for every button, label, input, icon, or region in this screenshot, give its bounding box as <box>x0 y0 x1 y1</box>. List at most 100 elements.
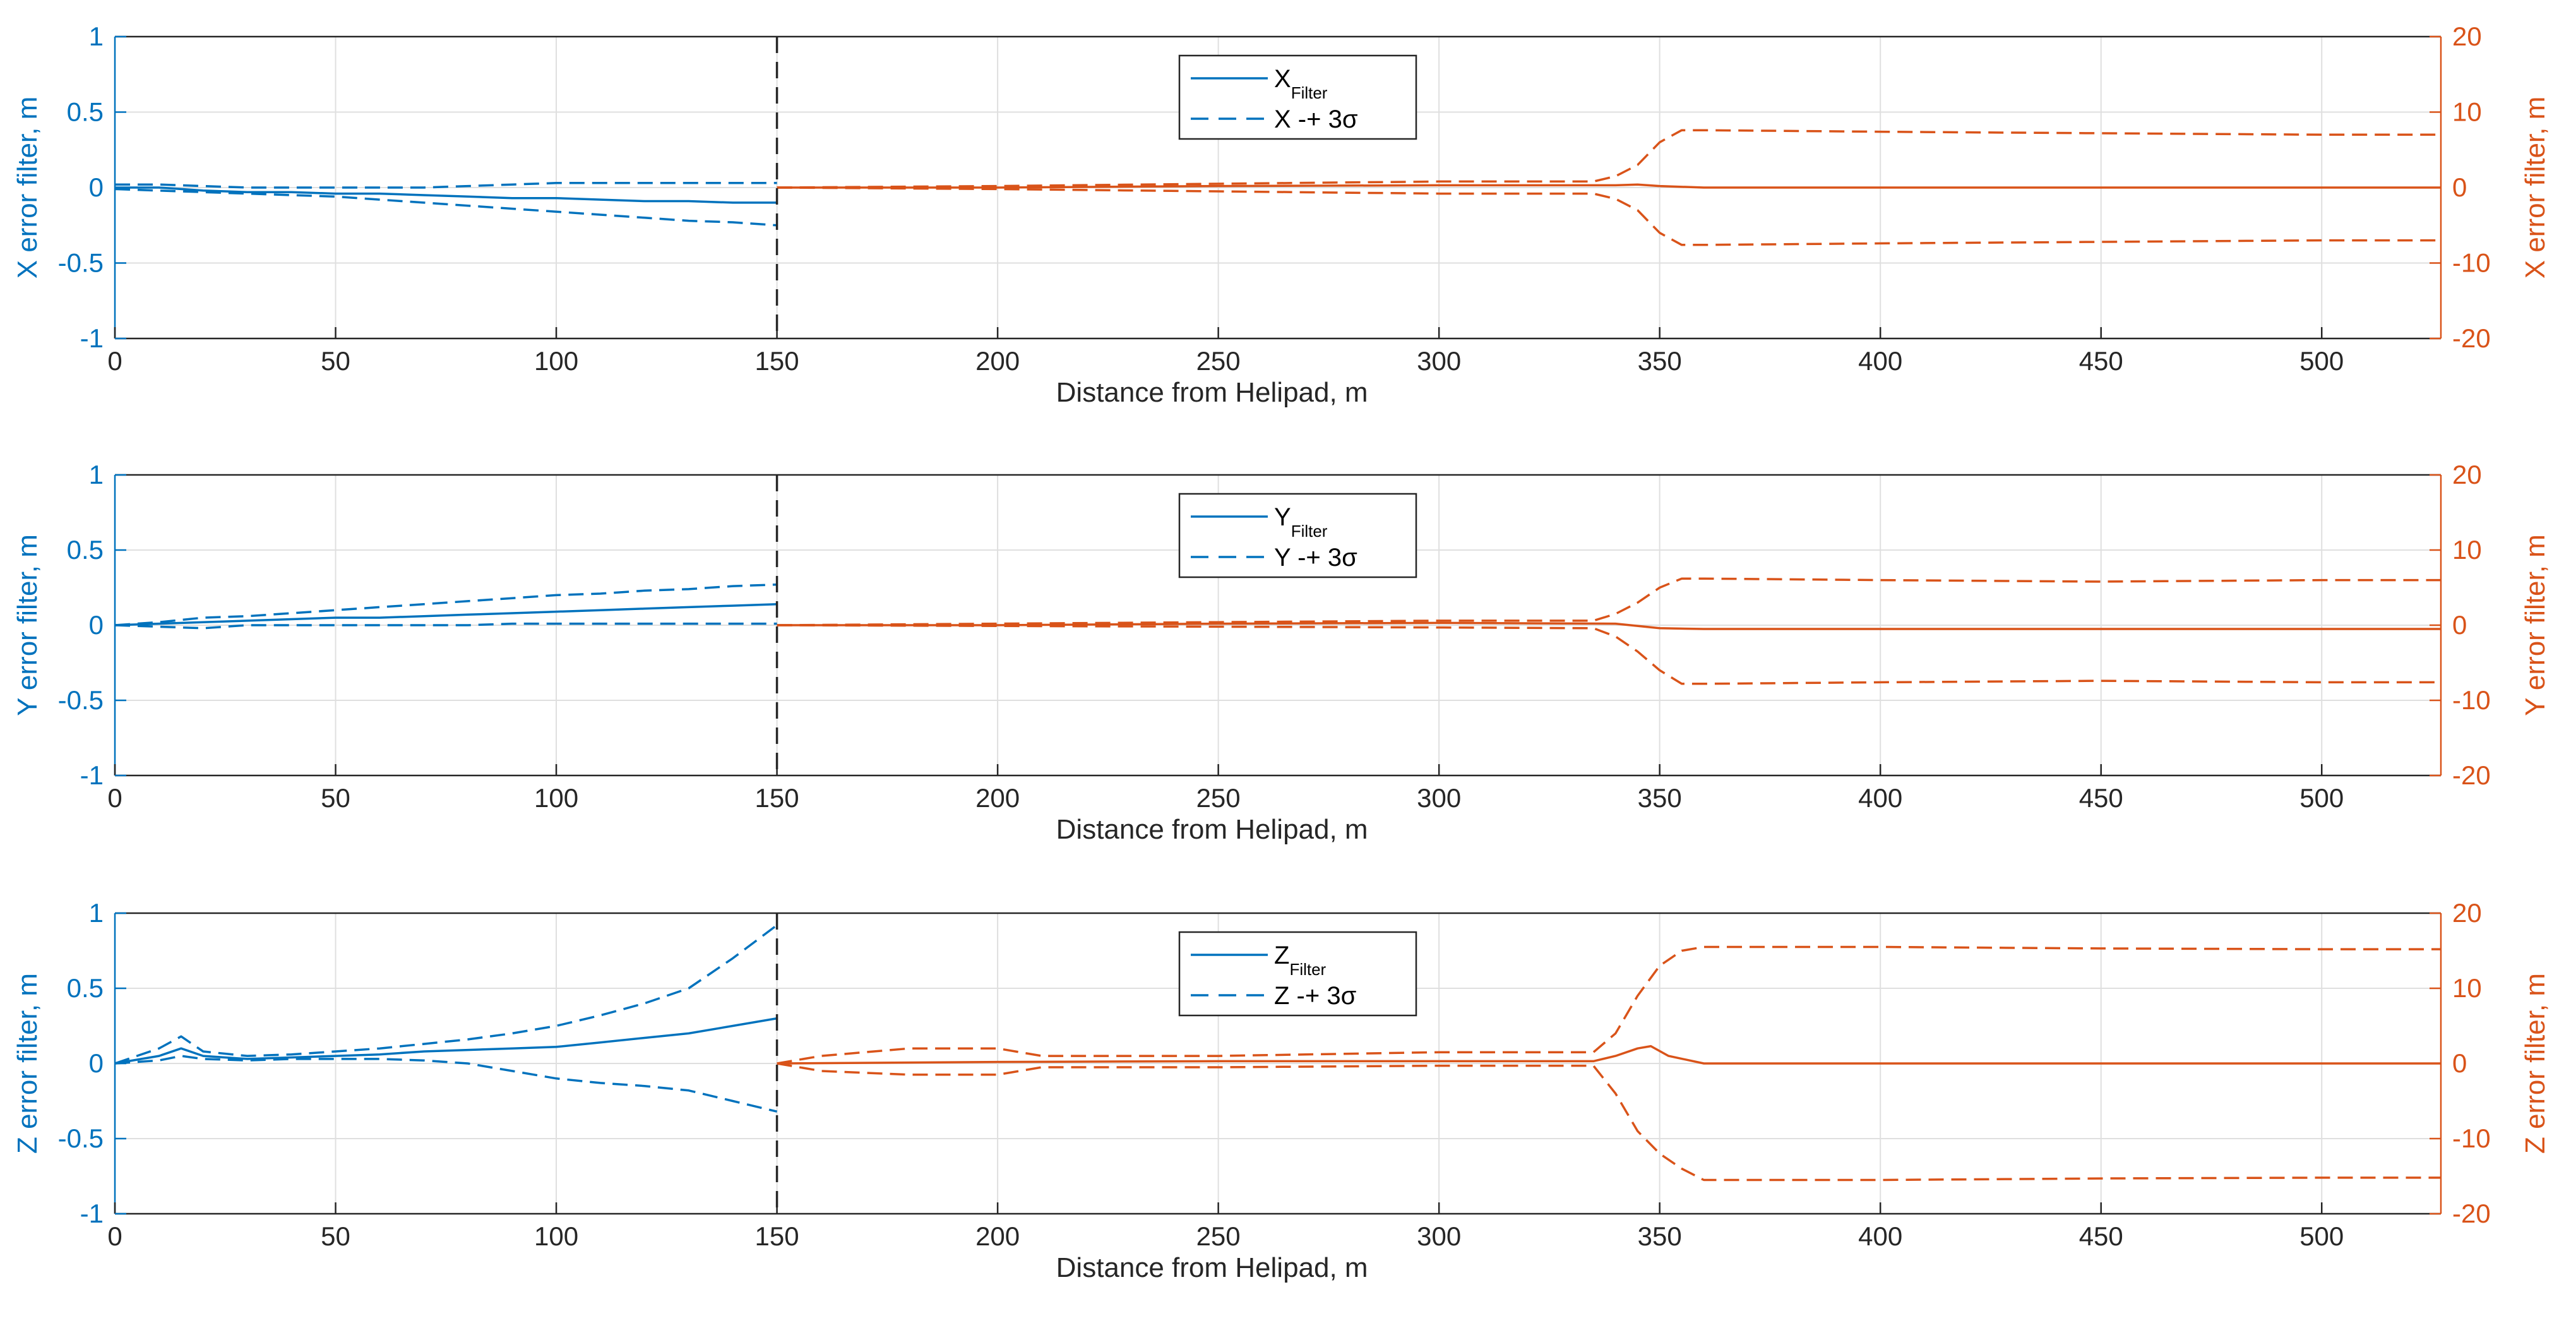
legend: ZFilter Z -+ 3σ <box>1178 931 1417 1017</box>
tick-label-x: 250 <box>1196 783 1241 813</box>
series-line-z-2 <box>114 1055 778 1113</box>
tick-label-x: 300 <box>1417 783 1461 813</box>
series-line-y-4 <box>777 577 2441 626</box>
legend-label-main: Y <box>1274 503 1291 531</box>
legend-box <box>1178 931 1417 1017</box>
legend-label: Y -+ 3σ <box>1274 544 1357 572</box>
series-line-z-5 <box>777 1062 2441 1182</box>
tick-label-y-left: -0.5 <box>58 248 104 278</box>
panel-x: 0 50 100 150 200 250 300 350 400 450 500-1-0.500.5… <box>12 21 2551 408</box>
tick-label-x: 350 <box>1638 1221 1682 1251</box>
y-axis-label-left: Z error filter, m <box>12 973 43 1154</box>
tick-label-x: 400 <box>1858 1221 1902 1251</box>
tick-label-x: 0 <box>107 1221 122 1251</box>
legend-label-main: Y -+ 3σ <box>1274 544 1357 572</box>
legend-label: X -+ 3σ <box>1274 105 1358 133</box>
tick-label-y-left: -0.5 <box>58 1123 104 1153</box>
tick-label-y-left: 1 <box>89 898 104 928</box>
legend: XFilter X -+ 3σ <box>1178 54 1417 140</box>
legend-label-subscript: Filter <box>1291 522 1328 541</box>
y-axis-label-right: Z error filter, m <box>2520 973 2551 1154</box>
legend-box <box>1178 493 1417 578</box>
tick-label-y-left: 0.5 <box>67 97 104 127</box>
x-axis-label: Distance from Helipad, m <box>1056 1252 1368 1283</box>
tick-label-y-right: -20 <box>2452 760 2491 790</box>
tick-label-y-right: -10 <box>2452 248 2491 278</box>
tick-label-y-left: 0 <box>89 1048 104 1078</box>
tick-label-x: 450 <box>2079 1221 2123 1251</box>
tick-label-y-left: 0.5 <box>67 535 104 565</box>
tick-label-y-right: 0 <box>2452 610 2467 640</box>
tick-label-y-left: 0 <box>89 610 104 640</box>
legend-label-subscript: Filter <box>1291 83 1328 102</box>
tick-label-y-right: -10 <box>2452 1123 2491 1153</box>
x-axis-label: Distance from Helipad, m <box>1056 377 1368 408</box>
series-line-x-0 <box>115 186 777 204</box>
tick-label-x: 450 <box>2079 346 2123 376</box>
tick-label-y-right: 0 <box>2452 172 2467 202</box>
tick-label-x: 50 <box>321 1221 350 1251</box>
tick-label-y-left: -1 <box>80 1199 104 1228</box>
y-axis-label-left: X error filter, m <box>12 97 43 279</box>
legend-label-main: X -+ 3σ <box>1274 105 1358 133</box>
series-line-z-0 <box>114 1017 777 1065</box>
tick-label-y-right: -10 <box>2452 685 2491 715</box>
legend-label-subscript: Filter <box>1289 960 1326 979</box>
series-line-y-3 <box>777 621 2441 630</box>
tick-label-x: 0 <box>107 783 122 813</box>
tick-label-x: 450 <box>2079 783 2123 813</box>
legend-label: XFilter <box>1274 65 1328 102</box>
tick-label-x: 500 <box>2299 1221 2344 1251</box>
tick-label-x: 150 <box>755 346 799 376</box>
series-line-x-1 <box>115 182 777 189</box>
series-line-x-5 <box>777 186 2441 246</box>
series-line-x-4 <box>777 129 2441 189</box>
tick-label-y-right: 20 <box>2452 21 2482 51</box>
tick-label-x: 350 <box>1638 783 1682 813</box>
tick-label-y-right: -20 <box>2452 323 2491 353</box>
tick-label-x: 50 <box>321 783 350 813</box>
legend-label-main: X <box>1274 65 1291 93</box>
legend-label: YFilter <box>1274 503 1328 541</box>
legend-label-main: Z -+ 3σ <box>1274 982 1357 1010</box>
tick-label-x: 200 <box>975 346 1020 376</box>
legend-label: Z -+ 3σ <box>1274 982 1357 1010</box>
tick-label-x: 150 <box>755 783 799 813</box>
tick-label-x: 50 <box>321 346 350 376</box>
tick-label-x: 400 <box>1858 346 1902 376</box>
panel-y: 0 50 100 150 200 250 300 350 400 450 500-1-0.500.5… <box>12 460 2551 845</box>
legend-box <box>1178 54 1417 140</box>
tick-label-x: 250 <box>1196 1221 1241 1251</box>
tick-label-x: 400 <box>1858 783 1902 813</box>
tick-label-x: 250 <box>1196 346 1241 376</box>
series-line-z-3 <box>777 1045 2441 1065</box>
tick-label-y-right: 10 <box>2452 535 2482 565</box>
panel-z: 0 50 100 150 200 250 300 350 400 450 500-1-0.500.5… <box>12 898 2551 1283</box>
tick-label-x: 100 <box>534 346 578 376</box>
legend-label: ZFilter <box>1274 942 1327 979</box>
series-line-y-5 <box>777 624 2441 685</box>
tick-label-y-right: -20 <box>2452 1199 2491 1228</box>
tick-label-y-left: -1 <box>80 760 104 790</box>
tick-label-y-left: 0.5 <box>67 973 104 1003</box>
tick-label-y-right: 10 <box>2452 973 2482 1003</box>
tick-label-x: 500 <box>2299 783 2344 813</box>
tick-label-y-left: 1 <box>89 21 104 51</box>
series-line-x-3 <box>777 183 2441 189</box>
y-axis-label-right: Y error filter, m <box>2520 534 2551 716</box>
legend: YFilter Y -+ 3σ <box>1178 493 1417 578</box>
tick-label-y-right: 20 <box>2452 898 2482 928</box>
tick-label-x: 100 <box>534 783 578 813</box>
tick-label-x: 300 <box>1417 346 1461 376</box>
series-line-y-0 <box>114 602 777 626</box>
series-line-z-4 <box>777 945 2441 1065</box>
tick-label-y-right: 20 <box>2452 460 2482 489</box>
tick-label-y-right: 10 <box>2452 97 2482 127</box>
tick-label-x: 200 <box>975 1221 1020 1251</box>
series-line-x-2 <box>114 188 777 227</box>
tick-label-y-left: 1 <box>89 460 104 489</box>
y-axis-label-right: X error filter, m <box>2520 97 2551 279</box>
tick-label-y-left: -0.5 <box>58 685 104 715</box>
y-axis-label-left: Y error filter, m <box>12 534 43 716</box>
series-line-y-2 <box>114 622 777 630</box>
